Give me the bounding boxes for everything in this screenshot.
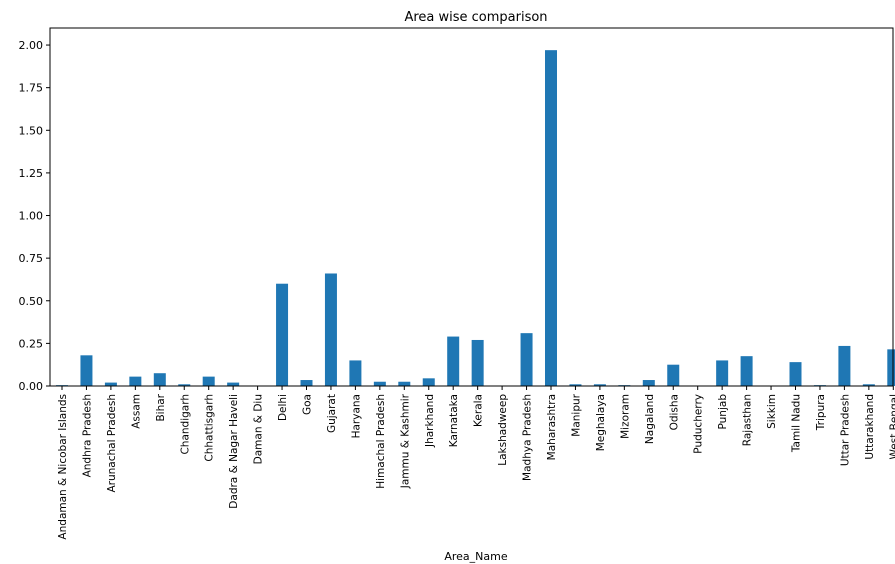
bar bbox=[227, 382, 240, 386]
y-tick-label: 0.00 bbox=[19, 380, 44, 393]
x-tick-label: Assam bbox=[130, 394, 142, 429]
x-tick-label: Lakshadweep bbox=[497, 394, 509, 466]
bar bbox=[129, 376, 142, 386]
x-tick-label: Arunachal Pradesh bbox=[106, 394, 118, 493]
x-tick-label: Punjab bbox=[717, 394, 729, 430]
x-tick-label: Goa bbox=[302, 394, 314, 415]
y-tick-label: 1.25 bbox=[19, 167, 44, 180]
x-tick-label: Chandigarh bbox=[179, 394, 191, 455]
bar bbox=[80, 355, 93, 386]
bar bbox=[422, 378, 435, 386]
bar bbox=[716, 360, 729, 386]
x-tick-label: Andaman & Nicobar Islands bbox=[57, 394, 69, 540]
bar bbox=[349, 360, 362, 386]
bars bbox=[56, 50, 895, 387]
x-tick-label: Dadra & Nagar Haveli bbox=[228, 394, 240, 509]
x-tick-label: Sikkim bbox=[766, 394, 778, 429]
x-tick-label: Manipur bbox=[570, 393, 582, 436]
y-tick-label: 0.25 bbox=[19, 337, 44, 350]
bar bbox=[202, 376, 215, 386]
y-tick-label: 1.75 bbox=[19, 82, 44, 95]
x-tick-label: Gujarat bbox=[326, 394, 338, 433]
plot-frame bbox=[49, 27, 894, 387]
x-tick-label: Kerala bbox=[473, 394, 485, 427]
x-tick-label: Andhra Pradesh bbox=[81, 394, 93, 477]
y-tick-label: 1.50 bbox=[19, 124, 44, 137]
bar bbox=[153, 373, 166, 386]
x-tick-label: Uttarakhand bbox=[864, 394, 876, 460]
x-tick-label: Chhattisgarh bbox=[204, 394, 216, 462]
x-tick-label: Rajasthan bbox=[742, 394, 754, 446]
x-tick-label: Jammu & Kashmir bbox=[399, 393, 411, 489]
x-tick-label: Madhya Pradesh bbox=[522, 394, 534, 481]
bar bbox=[178, 384, 191, 386]
bar bbox=[667, 364, 680, 386]
y-tick-label: 1.00 bbox=[19, 210, 44, 223]
bar bbox=[593, 384, 606, 386]
x-tick-label: Uttar Pradesh bbox=[839, 394, 851, 466]
y-tick-label: 0.50 bbox=[19, 295, 44, 308]
x-tick-label: Bihar bbox=[155, 393, 167, 421]
bar bbox=[373, 381, 386, 386]
x-tick-label: Himachal Pradesh bbox=[375, 394, 387, 489]
bar bbox=[740, 356, 753, 386]
x-tick-label: Tripura bbox=[815, 394, 827, 431]
bar bbox=[862, 384, 875, 386]
x-tick-label: Daman & Diu bbox=[253, 394, 265, 464]
x-tick-label: Puducherry bbox=[693, 394, 705, 454]
chart-title: Area wise comparison bbox=[404, 10, 547, 25]
x-tick-label: Nagaland bbox=[644, 394, 656, 444]
bar bbox=[300, 380, 313, 386]
x-tick-label: Haryana bbox=[350, 394, 362, 438]
x-tick-label: Meghalaya bbox=[595, 394, 607, 451]
bar bbox=[642, 380, 655, 386]
x-tick-label: West Bengal bbox=[888, 394, 895, 460]
x-tick-label: Jharkhand bbox=[424, 394, 436, 448]
bar bbox=[887, 349, 895, 386]
x-tick-label: Tamil Nadu bbox=[791, 394, 803, 453]
bar bbox=[104, 382, 117, 386]
bar bbox=[838, 345, 851, 386]
y-tick-label: 2.00 bbox=[19, 39, 44, 52]
x-axis-label: Area_Name bbox=[444, 550, 507, 563]
bar bbox=[471, 339, 484, 386]
x-tick-label: Odisha bbox=[668, 394, 680, 430]
bar bbox=[447, 336, 460, 386]
x-axis: Andaman & Nicobar Islands Andhra Pradesh A… bbox=[57, 386, 895, 540]
y-tick-label: 0.75 bbox=[19, 252, 44, 265]
x-tick-label: Karnataka bbox=[448, 394, 460, 447]
bar bbox=[569, 384, 582, 386]
bar bbox=[545, 50, 557, 387]
y-axis: 0.00 0.25 0.50 0.75 1.00 1.25 1.50 1.75 2.00 bbox=[19, 39, 50, 393]
bar bbox=[398, 381, 411, 386]
x-tick-label: Mizoram bbox=[619, 394, 631, 439]
bar bbox=[324, 273, 337, 386]
x-tick-label: Maharashtra bbox=[546, 394, 558, 460]
bar bbox=[789, 362, 802, 386]
x-tick-label: Delhi bbox=[277, 394, 289, 421]
bar bbox=[520, 333, 533, 386]
bar bbox=[276, 283, 289, 386]
